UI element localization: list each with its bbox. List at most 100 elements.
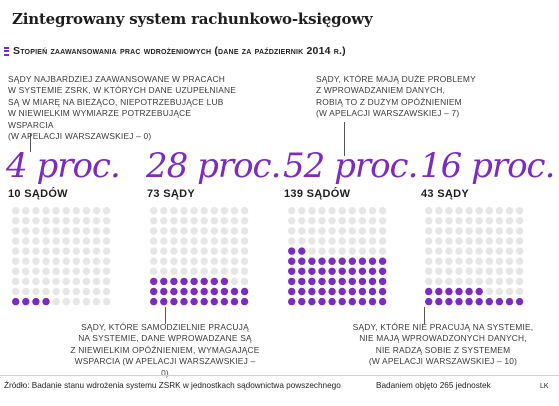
percent-label: 52 proc. [283, 146, 418, 186]
waffle-dot-empty [32, 227, 40, 235]
waffle-dot-filled [348, 257, 356, 265]
waffle-dot-filled [150, 277, 158, 286]
waffle-dot-filled [298, 267, 306, 275]
waffle-dot-filled [230, 287, 239, 296]
waffle-dot-filled [220, 277, 229, 286]
waffle-panel [288, 207, 387, 306]
waffle-dot-empty [52, 227, 60, 235]
waffle-dot-filled [358, 297, 367, 306]
waffle-dot-empty [42, 267, 50, 275]
waffle-dot-empty [180, 257, 188, 265]
waffle-dot-empty [368, 227, 377, 235]
waffle-dot-empty [328, 247, 336, 255]
waffle-dot-empty [12, 227, 20, 235]
waffle-dot-filled [220, 297, 229, 306]
waffle-dot-empty [190, 267, 198, 275]
waffle-dot-empty [348, 207, 356, 215]
waffle-dot-empty [170, 267, 178, 275]
waffle-dot-empty [425, 277, 433, 286]
waffle-dot-empty [92, 257, 101, 265]
waffle-dot-empty [348, 227, 356, 235]
courts-count: 139 sądów [284, 188, 351, 200]
waffle-dot-empty [515, 287, 524, 296]
waffle-dot-empty [72, 277, 81, 286]
waffle-dot-empty [42, 217, 50, 225]
waffle-dot-empty [72, 237, 81, 245]
waffle-dot-empty [92, 287, 101, 296]
waffle-dot-filled [150, 297, 158, 306]
waffle-dot-empty [72, 297, 81, 306]
waffle-dot-empty [318, 207, 326, 215]
waffle-dot-filled [425, 287, 433, 296]
waffle-dot-filled [220, 287, 229, 296]
waffle-dot-filled [368, 277, 377, 286]
waffle-dot-empty [200, 227, 208, 235]
waffle-dot-filled [200, 287, 208, 296]
waffle-dot-empty [445, 227, 453, 235]
note-line: w systemie ZSRK, w których dane uzupełni… [8, 85, 237, 96]
waffle-dot-empty [150, 227, 158, 235]
waffle-dot-empty [92, 207, 101, 215]
waffle-dot-empty [32, 247, 40, 255]
waffle-dot-empty [318, 247, 326, 255]
waffle-dot-filled [22, 297, 30, 306]
waffle-dot-empty [230, 227, 239, 235]
waffle-dot-empty [505, 277, 514, 286]
waffle-dot-empty [42, 207, 50, 215]
waffle-dot-filled [368, 287, 377, 296]
waffle-dot-empty [72, 217, 81, 225]
waffle-dot-empty [170, 237, 178, 245]
waffle-dot-empty [240, 247, 249, 255]
waffle-dot-filled [425, 297, 433, 306]
waffle-dot-empty [485, 287, 493, 296]
courts-count: 43 sądy [421, 188, 469, 200]
waffle-dot-empty [190, 237, 198, 245]
waffle-dot-empty [32, 287, 40, 296]
waffle-dot-filled [368, 257, 377, 265]
waffle-dot-empty [82, 227, 91, 235]
waffle-dot-empty [200, 217, 208, 225]
waffle-dot-empty [42, 257, 50, 265]
waffle-dot-empty [495, 267, 504, 275]
waffle-dot-filled [445, 297, 453, 306]
waffle-dot-empty [425, 257, 433, 265]
waffle-dot-empty [475, 237, 483, 245]
courts-count: 73 sądy [147, 188, 195, 200]
waffle-dot-empty [82, 257, 91, 265]
note-line: z wprowadzaniem danych, [316, 85, 445, 96]
waffle-dot-empty [240, 257, 249, 265]
waffle-dot-empty [22, 267, 30, 275]
waffle-dot-empty [348, 237, 356, 245]
waffle-dot-empty [92, 277, 101, 286]
waffle-dot-empty [12, 217, 20, 225]
waffle-dot-empty [32, 207, 40, 215]
waffle-dot-filled [288, 257, 296, 265]
waffle-dot-empty [92, 267, 101, 275]
waffle-dot-empty [180, 217, 188, 225]
waffle-dot-empty [62, 287, 70, 296]
waffle-dot-empty [150, 217, 158, 225]
waffle-dot-empty [240, 267, 249, 275]
waffle-dot-empty [465, 257, 473, 265]
waffle-dot-empty [515, 227, 524, 235]
note-line: Sądy, które samodzielnie pracują [81, 322, 249, 332]
waffle-dot-empty [200, 237, 208, 245]
waffle-dot-empty [102, 237, 111, 245]
waffle-dot-filled [170, 277, 178, 286]
subtitle-text: Stopień zaawansowania prac wdrożeniowych… [13, 45, 346, 57]
waffle-panel [425, 207, 524, 306]
waffle-dot-empty [62, 207, 70, 215]
waffle-dot-empty [230, 217, 239, 225]
waffle-dot-filled [455, 287, 463, 296]
waffle-dot-empty [445, 247, 453, 255]
waffle-dot-empty [92, 297, 101, 306]
waffle-dot-empty [52, 267, 60, 275]
waffle-dot-filled [230, 297, 239, 306]
waffle-dot-filled [475, 287, 483, 296]
waffle-dot-empty [220, 217, 229, 225]
waffle-dot-empty [12, 237, 20, 245]
waffle-dot-filled [190, 277, 198, 286]
footer-source: Źródło: Badanie stanu wdrożenia systemu … [4, 381, 341, 390]
waffle-dot-empty [150, 237, 158, 245]
waffle-dot-empty [338, 247, 346, 255]
